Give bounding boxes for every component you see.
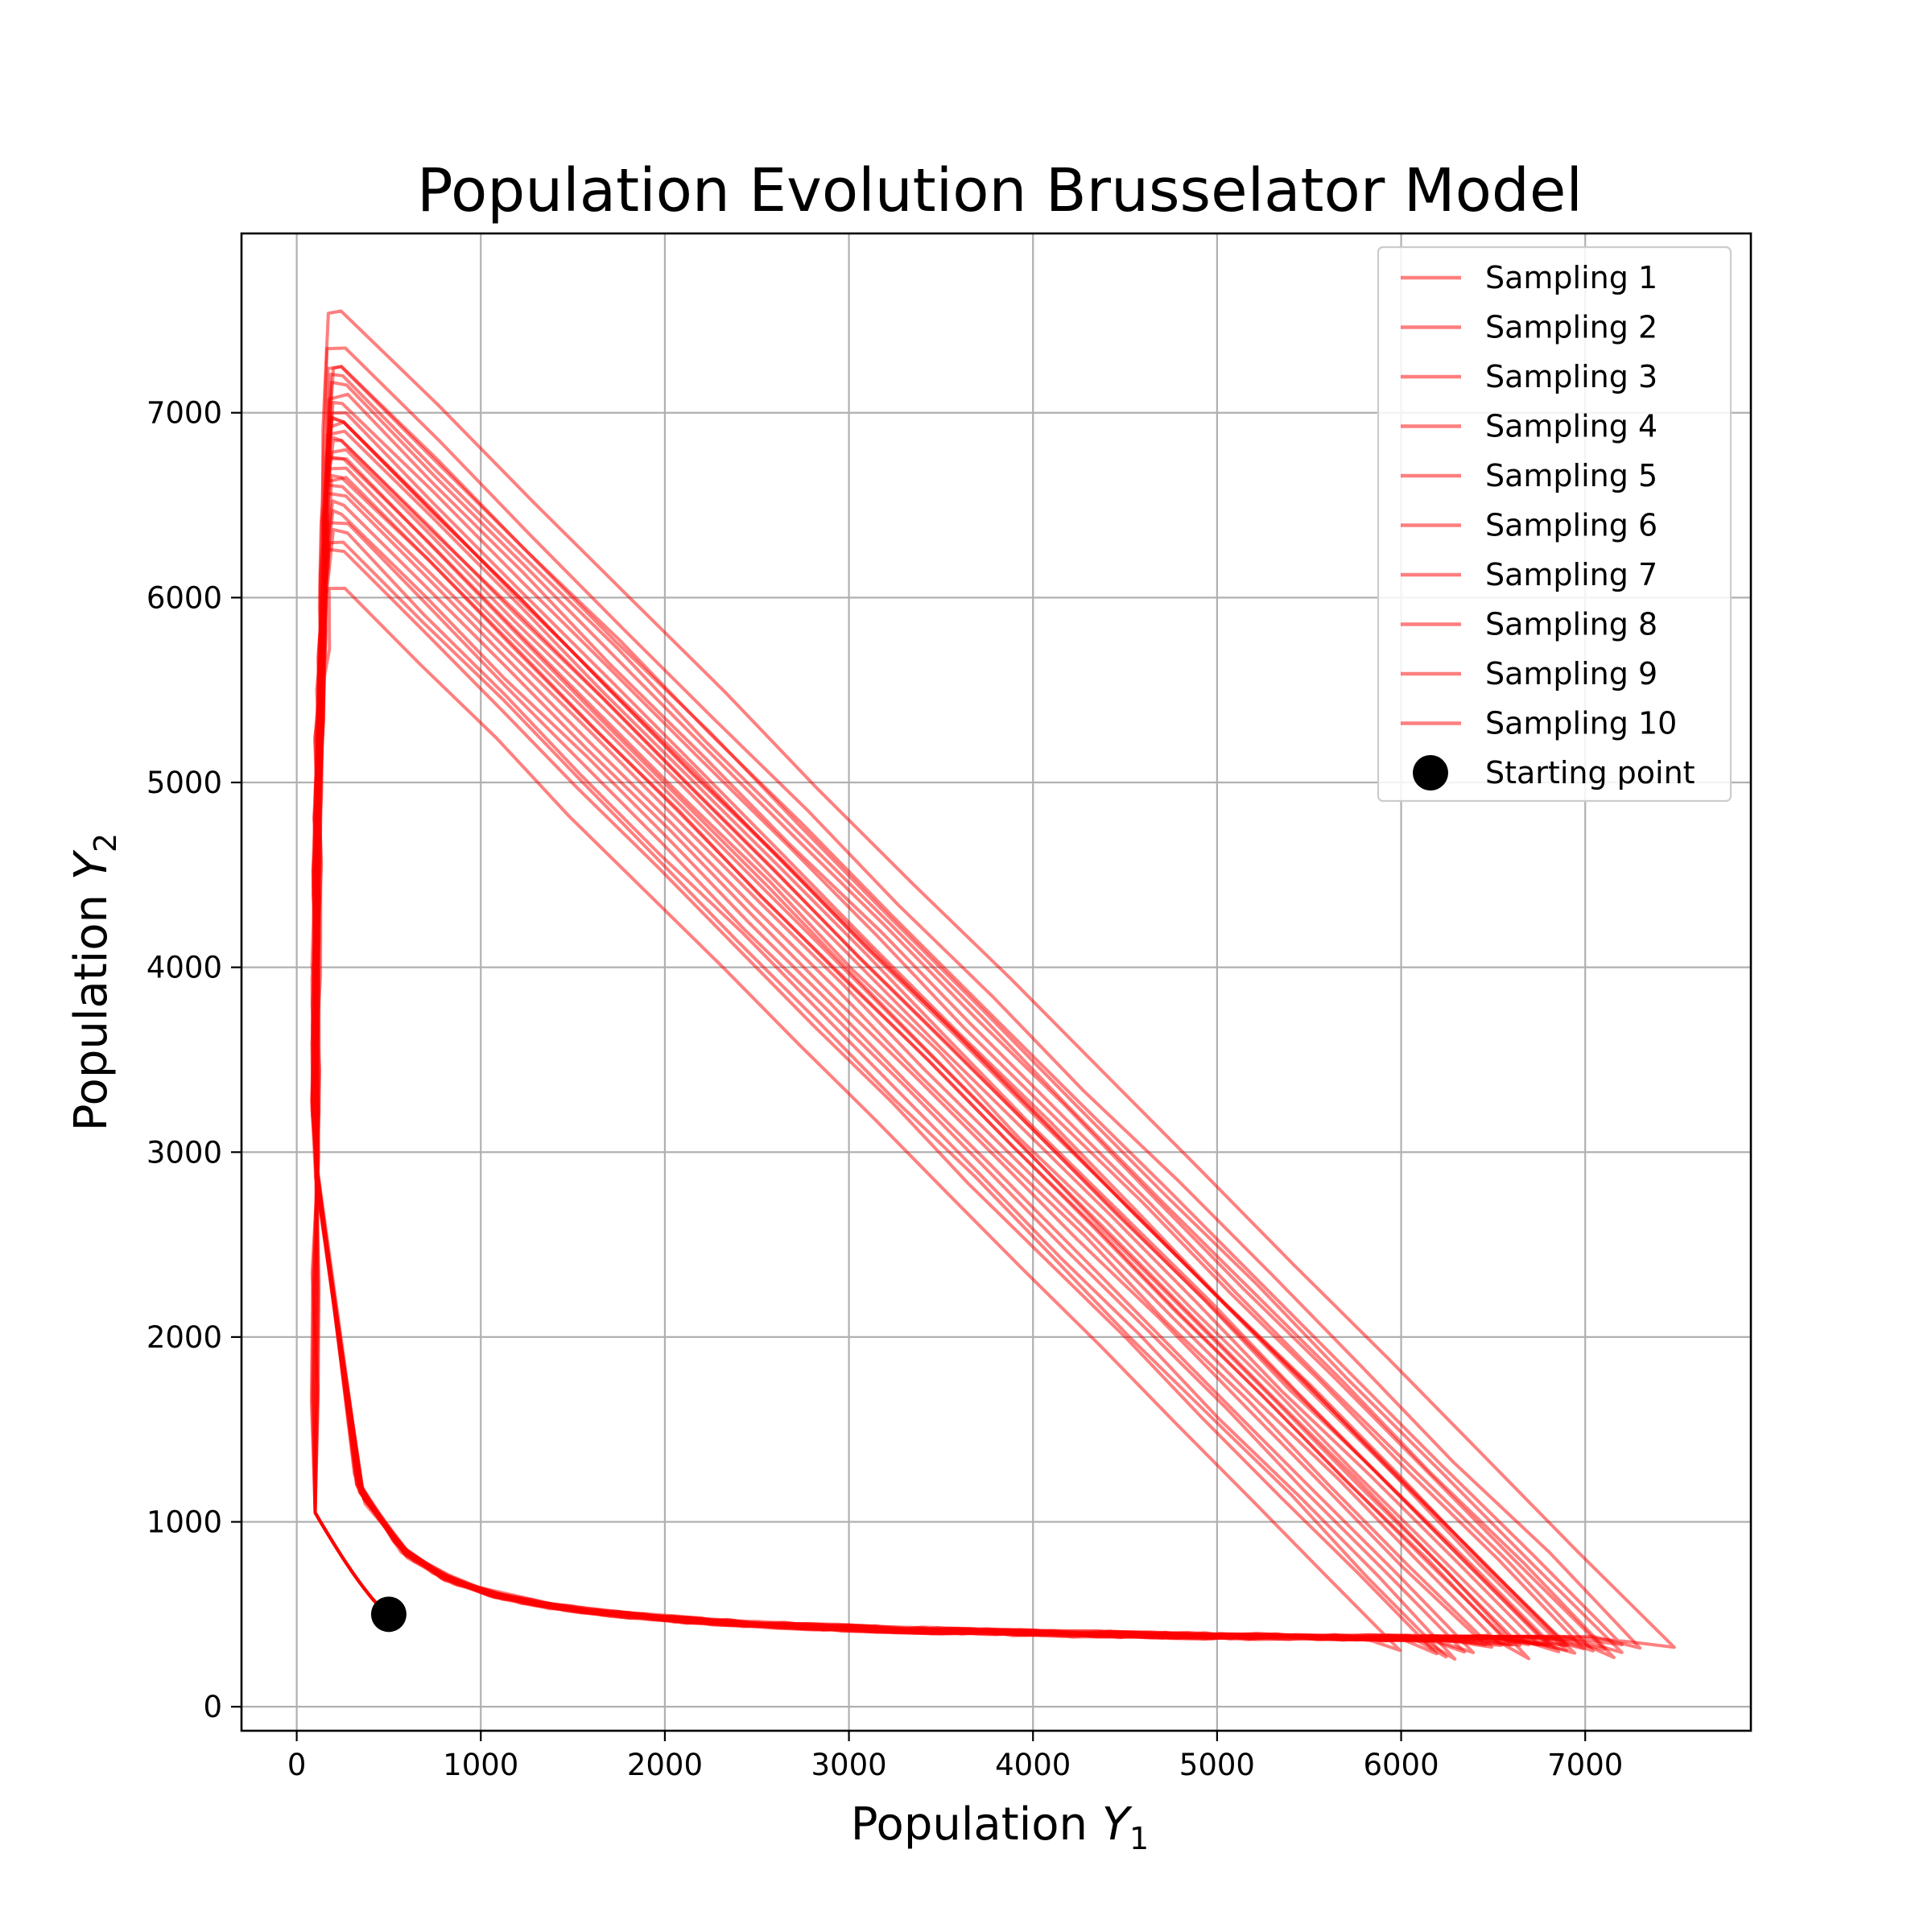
- trajectory-6: [309, 392, 1595, 1653]
- y-tick-label: 6000: [147, 580, 222, 615]
- y-axis-label-prefix: Population: [65, 880, 118, 1131]
- y-tick-label: 3000: [147, 1135, 222, 1170]
- trajectory-2: [310, 346, 1642, 1654]
- y-tick-label: 2000: [147, 1320, 222, 1355]
- starting-point-marker: [370, 1596, 407, 1633]
- x-tick-label: 0: [287, 1748, 307, 1782]
- legend: Sampling 1 Sampling 2 Sampling 3 Sampling 4…: [1377, 246, 1732, 803]
- legend-label: Sampling 8: [1485, 607, 1657, 642]
- legend-items: Sampling 1 Sampling 2 Sampling 3 Sampling 4…: [1401, 260, 1695, 791]
- legend-starting-point-marker: [1413, 755, 1448, 791]
- y-axis-ticks: 0 1000 2000 3000 4000 5000 6000 7000: [147, 396, 242, 1724]
- legend-label: Sampling 3: [1485, 359, 1657, 394]
- y-axis-label-var: Y: [65, 849, 118, 880]
- legend-label: Sampling 9: [1485, 656, 1657, 691]
- x-axis-ticks: 0 1000 2000 3000 4000 5000 6000 7000: [287, 1731, 1623, 1782]
- x-axis-label-var: Y: [1102, 1798, 1133, 1851]
- plot-frame: [240, 232, 1752, 1732]
- x-tick-label: 7000: [1547, 1748, 1623, 1782]
- legend-label: Sampling 6: [1485, 508, 1657, 543]
- x-axis-label-prefix: Population: [851, 1798, 1102, 1851]
- x-tick-label: 1000: [443, 1748, 518, 1782]
- legend-label: Sampling 7: [1485, 557, 1657, 592]
- y-axis-label: Population Y2: [65, 833, 123, 1131]
- y-tick-label: 5000: [147, 766, 222, 800]
- legend-label: Sampling 2: [1485, 310, 1657, 345]
- y-tick-label: 0: [203, 1690, 222, 1724]
- legend-box: [1377, 246, 1732, 803]
- chart-title: Population Evolution Brusselator Model: [417, 156, 1583, 225]
- x-tick-label: 3000: [811, 1748, 886, 1782]
- x-tick-label: 4000: [995, 1748, 1071, 1782]
- legend-label: Sampling 1: [1485, 260, 1657, 295]
- trajectory-7: [310, 429, 1561, 1654]
- legend-label: Sampling 5: [1485, 458, 1657, 493]
- y-tick-label: 4000: [147, 951, 222, 985]
- y-tick-label: 7000: [147, 396, 222, 431]
- trajectory-10: [310, 373, 1616, 1660]
- series-layer: [309, 309, 1676, 1661]
- trajectory-9: [311, 411, 1577, 1655]
- y-tick-label: 1000: [147, 1505, 222, 1540]
- legend-label: Sampling 10: [1485, 706, 1677, 741]
- legend-label: Sampling 4: [1485, 409, 1657, 444]
- x-tick-label: 5000: [1179, 1748, 1255, 1782]
- trajectory-5: [311, 415, 1568, 1656]
- y-axis-label-sub: 2: [88, 833, 123, 852]
- x-tick-label: 6000: [1363, 1748, 1439, 1782]
- x-tick-label: 2000: [627, 1748, 703, 1782]
- legend-label-starting-point: Starting point: [1485, 755, 1695, 791]
- x-axis-label: Population Y1: [851, 1798, 1149, 1856]
- x-axis-label-sub: 1: [1129, 1821, 1149, 1856]
